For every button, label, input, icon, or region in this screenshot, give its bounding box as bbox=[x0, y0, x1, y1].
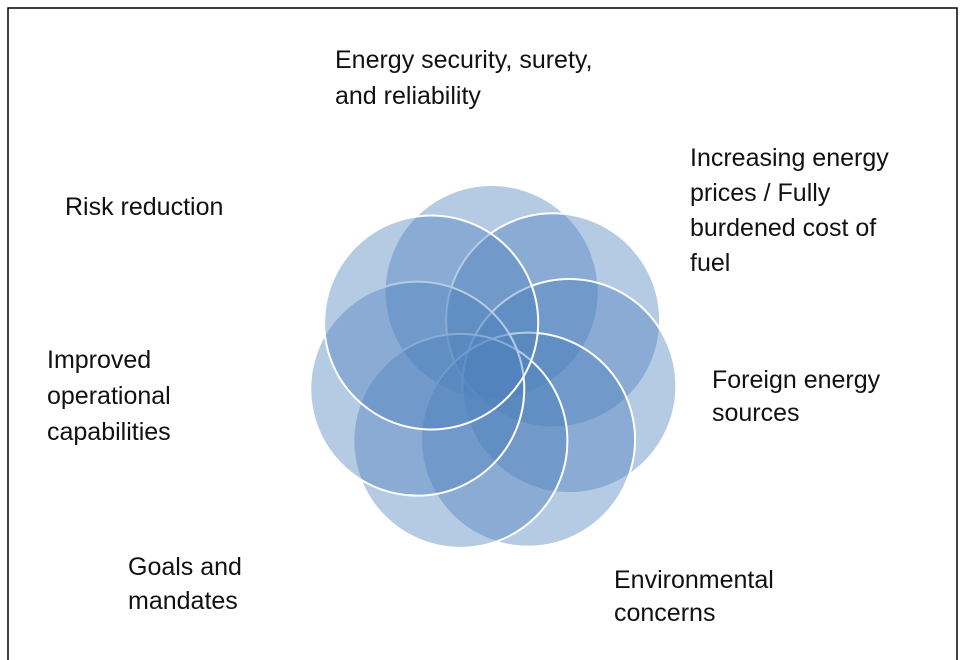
label-line: Improved bbox=[47, 346, 151, 374]
venn-circle bbox=[323, 214, 540, 431]
label-line: operational bbox=[47, 382, 171, 410]
label-line: Energy security, surety, bbox=[335, 46, 593, 74]
venn-circle bbox=[445, 212, 662, 429]
label: Goals and mandates bbox=[128, 553, 242, 615]
labels: Energy security, surety, and reliability I… bbox=[47, 46, 889, 627]
venn bbox=[309, 184, 678, 549]
venn-circle bbox=[383, 184, 600, 401]
label-line: Foreign energy bbox=[712, 366, 881, 394]
label-line: prices / Fully bbox=[690, 179, 831, 207]
label: Increasing energy prices / Fully burdened … bbox=[690, 144, 889, 277]
venn-circle bbox=[309, 280, 526, 497]
label-line: concerns bbox=[614, 599, 715, 627]
label-line: sources bbox=[712, 399, 800, 427]
label-line: Goals and bbox=[128, 553, 242, 581]
label-line: Risk reduction bbox=[65, 193, 223, 221]
frame bbox=[7, 7, 958, 660]
label: Energy security, surety, and reliability bbox=[335, 46, 593, 110]
label-line: burdened cost of bbox=[690, 214, 876, 242]
label: Improved operational capabilities bbox=[47, 346, 171, 446]
label-line: capabilities bbox=[47, 418, 171, 446]
label-line: Environmental bbox=[614, 566, 774, 594]
label-line: Increasing energy bbox=[690, 144, 889, 172]
label-line: fuel bbox=[690, 249, 730, 277]
label-line: and reliability bbox=[335, 82, 481, 110]
label: Foreign energy sources bbox=[712, 366, 881, 427]
label-line: mandates bbox=[128, 587, 238, 615]
venn-circle bbox=[420, 331, 637, 548]
label: Risk reduction bbox=[65, 193, 223, 221]
label: Environmental concerns bbox=[614, 566, 774, 627]
